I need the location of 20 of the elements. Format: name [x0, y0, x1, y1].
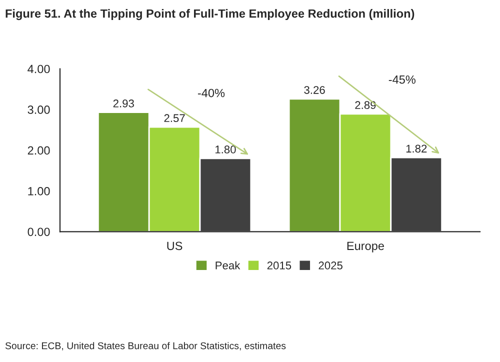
y-tick-label: 1.00	[28, 186, 50, 196]
legend-label: Peak	[216, 261, 240, 270]
data-label: 1.80	[215, 146, 236, 154]
y-tick-label: 0.00	[28, 228, 50, 236]
annotation: -40%	[198, 88, 225, 98]
source-note: Source: ECB, United States Bureau of Labor Statistics, estimates	[5, 342, 286, 350]
legend-label: 2015	[267, 262, 292, 270]
annotation: -45%	[388, 75, 416, 84]
data-label: 1.82	[406, 144, 427, 153]
data-label: 2.57	[164, 114, 185, 122]
data-label: 2.89	[355, 101, 376, 110]
chart-title: Figure 51. At the Tipping Point of Full-Time Employee Reduction (million)	[6, 9, 414, 20]
legend-label: 2025	[318, 262, 342, 270]
x-tick-label: Europe	[347, 242, 384, 252]
y-tick-label: 4.00	[28, 64, 50, 74]
x-tick-label: US	[167, 242, 182, 250]
data-label: 2.93	[113, 100, 134, 108]
y-tick-label: 3.00	[28, 106, 50, 114]
data-label: 3.26	[304, 86, 325, 94]
y-tick-label: 2.00	[28, 146, 50, 155]
